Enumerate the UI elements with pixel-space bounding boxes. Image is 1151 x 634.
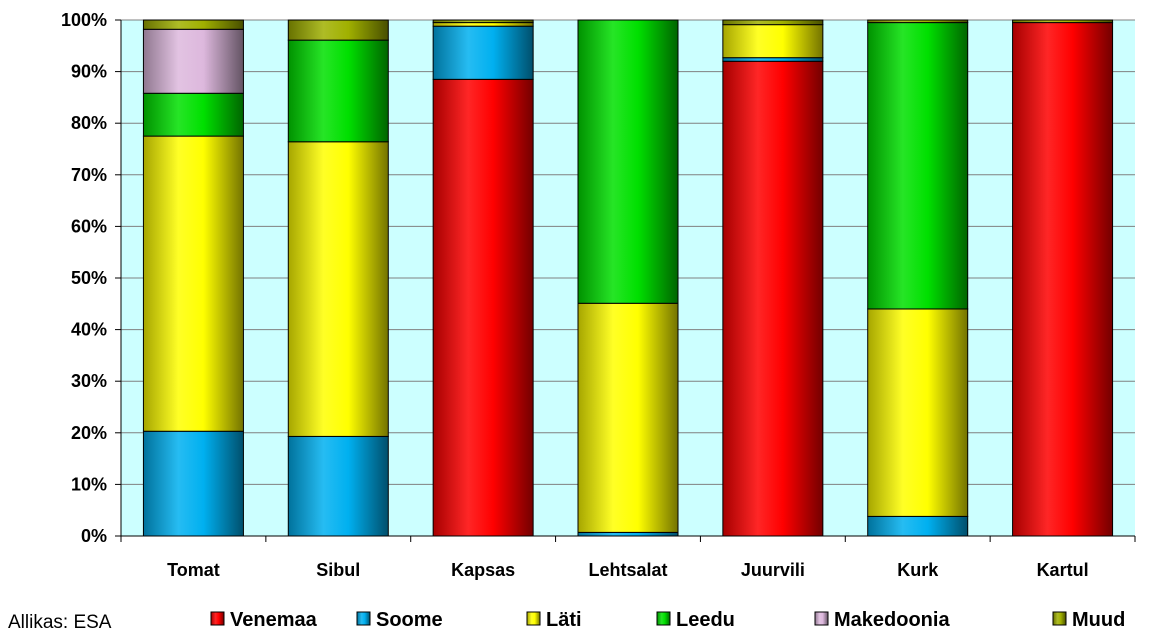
y-tick-label: 10% [71,474,107,494]
bar-segment-kapsas-lati [432,22,534,27]
source-note: Allikas: ESA [8,612,112,633]
x-category-label: Sibul [316,560,360,580]
y-tick-label: 100% [61,10,107,30]
legend-swatch-venemaa [210,611,225,626]
bar-segment-lehtsalat-soome [577,531,679,537]
bar-segment-lehtsalat-leedu [577,19,679,304]
bar-segment-kurk-leedu [867,22,969,310]
bar-segment-tomat-soome [142,430,244,537]
bar-segment-lehtsalat-lati [577,302,679,533]
bar-segment-kartul-muud [1012,19,1114,24]
legend-swatch-leedu [656,611,671,626]
legend-label-venemaa: Venemaa [230,609,318,631]
x-category-label: Kapsas [451,560,515,580]
bar-segment-kapsas-venemaa [432,78,534,537]
y-tick-label: 60% [71,216,107,236]
y-tick-label: 40% [71,320,107,340]
y-tick-label: 20% [71,423,107,443]
y-tick-label: 70% [71,165,107,185]
x-category-label: Lehtsalat [588,560,667,580]
legend-swatch-makedoonia [814,611,829,626]
bar-segment-tomat-leedu [142,92,244,137]
legend-swatch-lati [526,611,541,626]
bar-segment-kartul-venemaa [1012,22,1114,537]
bar-segment-sibul-muud [287,19,389,41]
legend-swatch-muud [1052,611,1067,626]
y-tick-label: 80% [71,113,107,133]
bar-segment-kurk-lati [867,308,969,517]
bar-segment-juurvili-lati [722,24,824,59]
bar-segment-kapsas-soome [432,25,534,80]
bar-segment-tomat-lati [142,135,244,432]
bar-segment-kurk-soome [867,515,969,537]
bar-segment-sibul-lati [287,141,389,437]
y-tick-label: 0% [81,526,107,546]
legend-label-makedoonia: Makedoonia [834,609,950,631]
bar-segment-sibul-soome [287,435,389,537]
legend: Venemaa Soome Läti Leedu Makedoonia Muud [210,609,1125,631]
bar-segment-sibul-leedu [287,39,389,143]
legend-label-soome: Soome [376,609,443,631]
x-category-label: Kurk [897,560,939,580]
y-tick-label: 50% [71,268,107,288]
legend-label-muud: Muud [1072,609,1125,631]
x-category-label: Juurvili [741,560,805,580]
bar-segment-tomat-makedoonia [142,28,244,94]
x-category-label: Kartul [1037,560,1089,580]
legend-label-leedu: Leedu [676,609,735,631]
bar-segment-kapsas-muud [432,19,534,24]
axes [115,19,1136,542]
bar-segment-tomat-muud [142,19,244,30]
bar-segment-kurk-muud [867,19,969,24]
bars [142,19,1114,537]
y-tick-label: 90% [71,62,107,82]
bar-segment-juurvili-muud [722,19,824,26]
bar-segment-juurvili-soome [722,57,824,62]
legend-label-lati: Läti [546,609,582,631]
x-category-labels: Tomat Sibul Kapsas Lehtsalat Juurvili Kurk Kar… [167,560,1088,580]
y-tick-labels: 0% 10% 20% 30% 40% 50% 60% 70% 80% 90% 100% [61,10,107,546]
x-category-label: Tomat [167,560,220,580]
bar-segment-juurvili-venemaa [722,60,824,537]
legend-swatch-soome [356,611,371,626]
y-tick-label: 30% [71,371,107,391]
